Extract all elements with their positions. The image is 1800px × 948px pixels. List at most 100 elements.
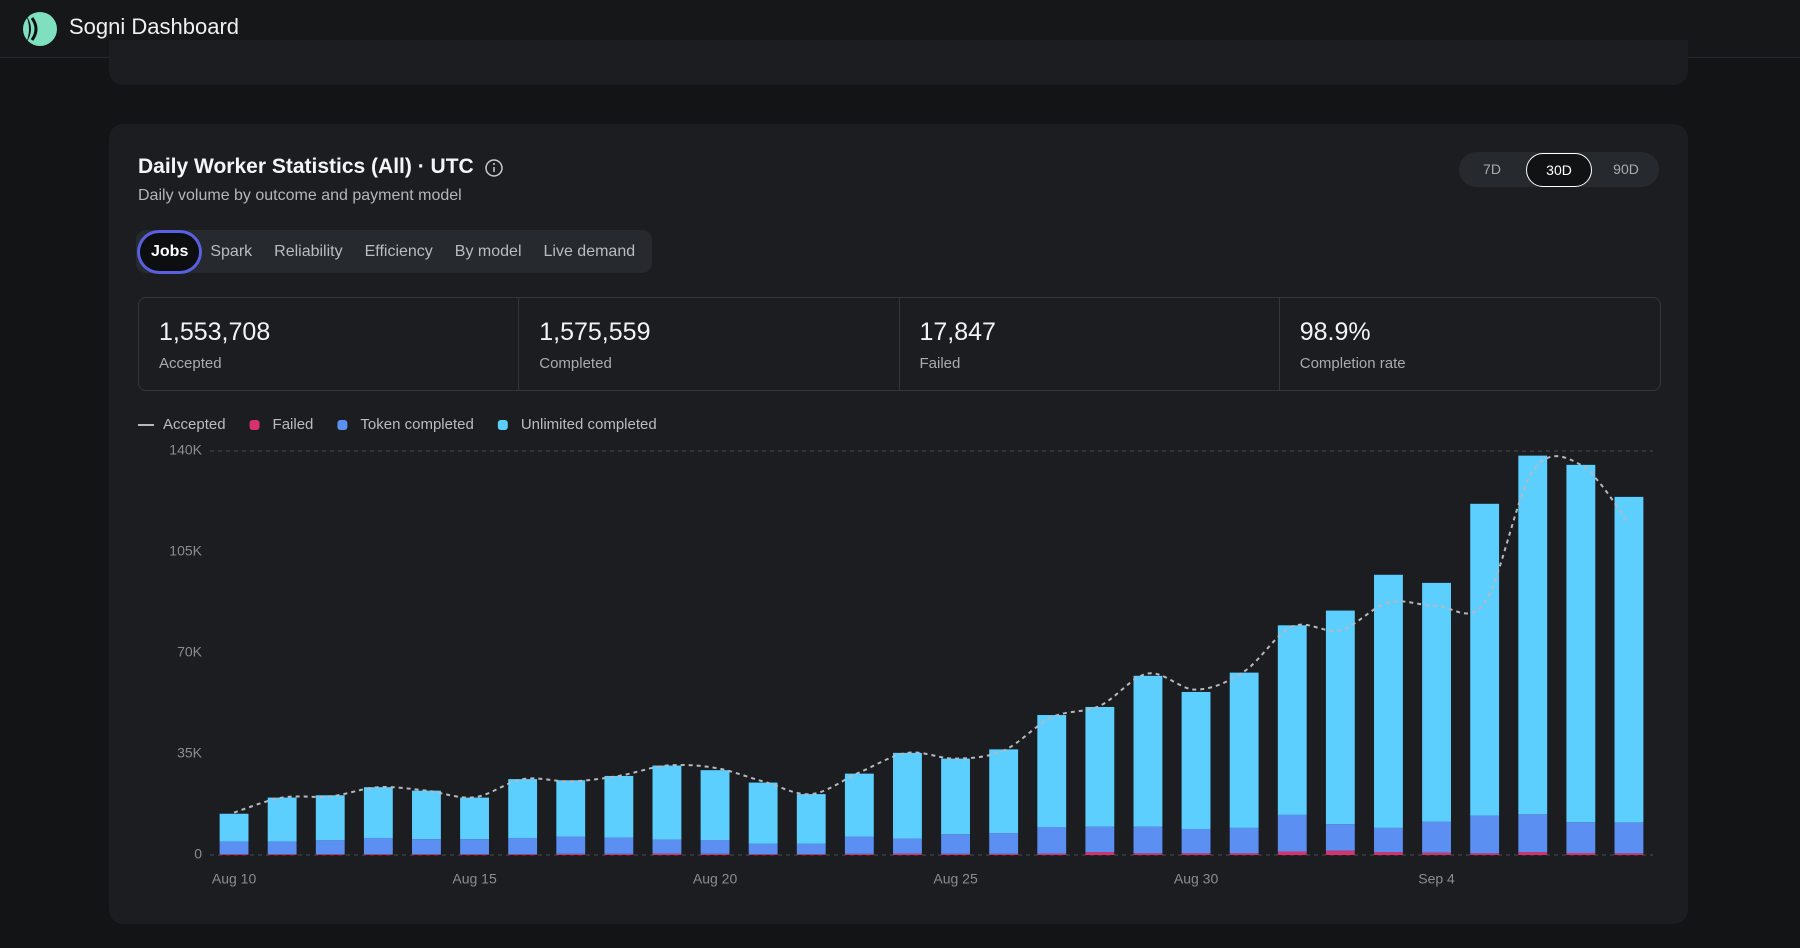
range-button[interactable]: 30D	[1526, 152, 1592, 187]
bar-segment	[556, 853, 586, 855]
y-tick-label: 140K	[169, 442, 202, 458]
bar-segment	[219, 854, 249, 855]
prev-card	[109, 40, 1688, 85]
bar-segment	[796, 794, 826, 844]
stat-value: 1,575,559	[539, 318, 651, 346]
tab[interactable]: Reliability	[274, 242, 343, 260]
bar-segment	[1614, 853, 1644, 855]
bar-segment	[604, 775, 634, 838]
legend-label: Failed	[273, 416, 314, 433]
bar-segment	[460, 797, 489, 840]
bar-segment	[941, 758, 970, 835]
bar-segment	[363, 854, 393, 855]
bar-segment	[1518, 852, 1548, 855]
bar-segment	[844, 853, 874, 855]
stat-value: 17,847	[919, 318, 996, 346]
tab[interactable]: Jobs	[140, 232, 200, 271]
range-selector: 7D 30D 90D	[1459, 152, 1659, 187]
y-tick-label: 35K	[177, 745, 203, 761]
stat-cell: 98.9% Completion rate	[1280, 298, 1660, 390]
bar-segment	[748, 843, 778, 855]
bar-segment	[315, 795, 345, 841]
bar-segment	[508, 837, 538, 855]
stat-boxes: 1,553,708 Accepted 1,575,559 Completed 17,84…	[138, 297, 1661, 391]
bar-segment	[412, 854, 441, 855]
bar-segment	[989, 853, 1019, 855]
bar-segment	[1037, 715, 1067, 828]
app-title: Sogni Dashboard	[69, 14, 240, 39]
bar-segment	[1566, 822, 1596, 853]
bar-segment	[1229, 853, 1259, 855]
info-icon[interactable]	[484, 158, 504, 178]
bar-segment	[1133, 675, 1163, 827]
bar-segment	[1566, 852, 1596, 855]
bar-segment	[700, 839, 730, 854]
bar-segment	[315, 840, 345, 855]
bar-segment	[267, 854, 297, 855]
legend-swatch	[337, 420, 348, 430]
bar-segment	[315, 854, 345, 855]
bar-segment	[1325, 610, 1355, 825]
legend-label: Unlimited completed	[521, 416, 657, 433]
bar-segment	[1614, 496, 1644, 823]
bar-segment	[893, 838, 922, 854]
bar-segment	[1566, 464, 1596, 823]
bar-segment	[460, 839, 489, 855]
bar-segment	[989, 833, 1019, 854]
stat-value: 98.9%	[1299, 318, 1371, 346]
bar-segment	[844, 836, 874, 854]
range-button[interactable]: 7D	[1483, 161, 1501, 177]
stat-label: Failed	[919, 355, 961, 372]
card-subtitle: Daily volume by outcome and payment mode…	[138, 187, 462, 204]
bar-segment	[1614, 822, 1644, 854]
range-button[interactable]: 90D	[1613, 161, 1639, 177]
bar-segment	[1422, 852, 1451, 855]
accepted-line	[233, 455, 1630, 814]
bar-segment	[412, 790, 441, 840]
bar-segment	[1085, 826, 1115, 853]
legend-swatch	[497, 420, 508, 430]
bar-segment	[1085, 852, 1115, 855]
bar-segment	[1470, 853, 1500, 855]
bar-segment	[748, 854, 778, 855]
tab[interactable]: Spark	[210, 242, 253, 260]
bar-segment	[1229, 672, 1259, 828]
tab[interactable]: Efficiency	[364, 242, 433, 260]
bar-segment	[989, 749, 1019, 834]
bar-segment	[556, 836, 586, 854]
tab-bar: Jobs Spark Reliability Efficiency By model Li…	[136, 230, 653, 273]
bar-segment	[219, 813, 249, 842]
stat-label: Accepted	[159, 355, 222, 372]
bar-segment	[267, 841, 297, 855]
bar-segment	[363, 787, 393, 838]
bar-segment	[412, 839, 441, 855]
y-tick-label: 70K	[177, 644, 203, 660]
logo	[23, 12, 57, 46]
bar-segment	[941, 834, 970, 854]
bar-segment	[1181, 853, 1211, 855]
x-tick-label: Aug 15	[452, 871, 497, 887]
bar-segment	[844, 773, 874, 837]
bar-segment	[1422, 582, 1451, 822]
tab[interactable]: By model	[454, 242, 522, 260]
stat-cell: 1,575,559 Completed	[519, 298, 900, 390]
bar-segment	[604, 837, 634, 854]
bar-segment	[1181, 691, 1211, 830]
bar-segment	[1133, 853, 1163, 855]
bar-segment	[1518, 814, 1548, 853]
bar-segment	[1277, 851, 1307, 855]
bar-segment	[1374, 574, 1403, 828]
bar-segment	[1470, 815, 1500, 854]
bar-segment	[1325, 824, 1355, 851]
legend-label: Accepted	[163, 416, 226, 433]
bar-segment	[1133, 826, 1163, 854]
stat-label: Completed	[539, 355, 612, 372]
x-tick-label: Aug 20	[693, 871, 738, 887]
stat-value: 1,553,708	[159, 318, 271, 346]
bar-segment	[219, 841, 249, 855]
tab[interactable]: Live demand	[543, 242, 636, 260]
bar-segment	[267, 797, 297, 842]
bar-segment	[652, 839, 682, 854]
bar-segment	[652, 853, 682, 855]
